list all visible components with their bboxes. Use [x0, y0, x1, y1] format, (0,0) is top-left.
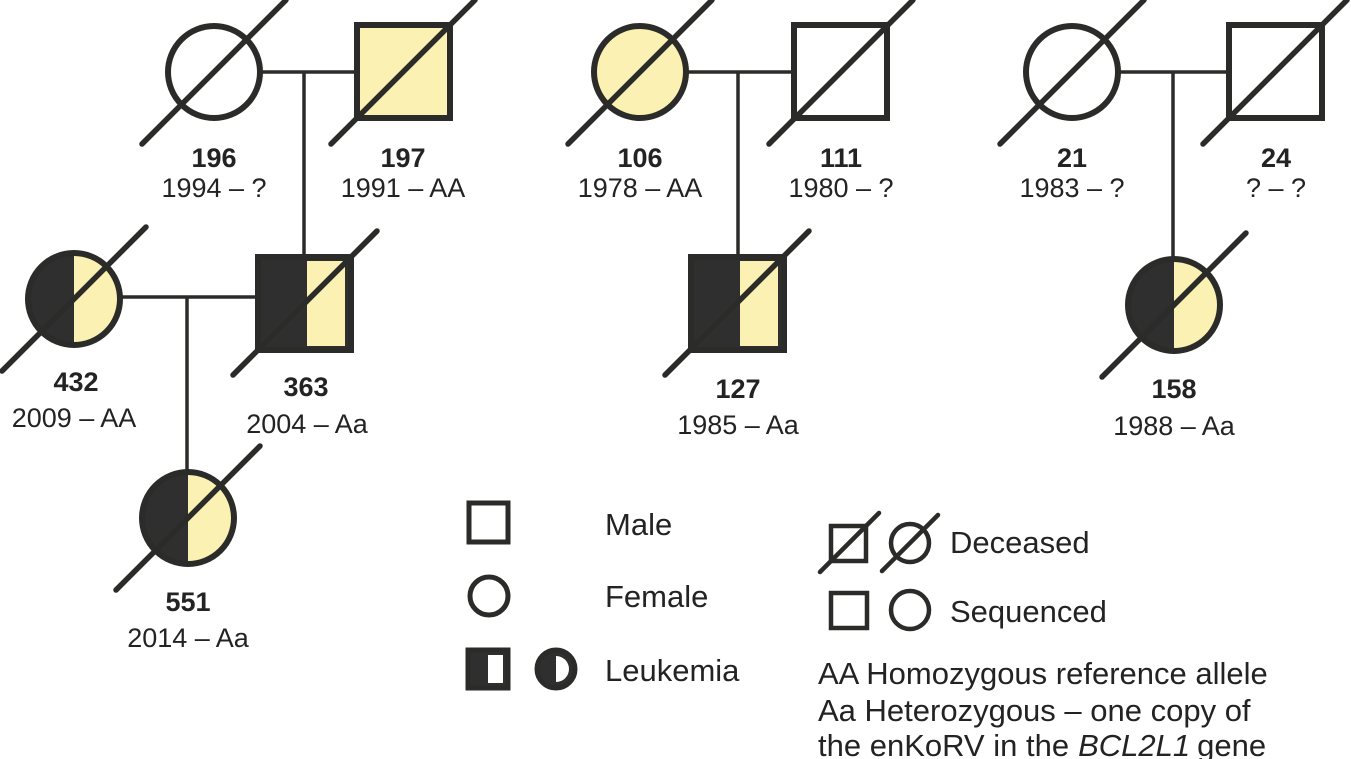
deceased-slash	[997, 0, 1147, 147]
gene-name: BCL2L1	[1078, 728, 1190, 759]
leukemia-square-outline	[465, 647, 511, 691]
deceased-slash	[766, 0, 916, 147]
legend-deceased: Deceased	[817, 510, 1090, 575]
individual-life: 1994 – ?	[161, 173, 266, 203]
individual-158: 158 1988 – Aa	[1099, 230, 1249, 441]
deceased-slash	[328, 0, 478, 147]
legend-female-label: Female	[605, 579, 708, 614]
individual-196: 196 1994 – ?	[139, 0, 289, 203]
female-symbol	[25, 250, 123, 348]
individual-111: 111 1980 – ?	[766, 0, 916, 203]
deceased-slash	[1099, 230, 1249, 380]
female-symbol	[1125, 256, 1223, 354]
individual-21: 21 1983 – ?	[997, 0, 1147, 203]
legend-deceased-label: Deceased	[950, 525, 1090, 560]
individual-id: 432	[53, 367, 98, 397]
individual-id: 24	[1261, 143, 1291, 173]
individual-life: 2014 – Aa	[127, 623, 250, 653]
deceased-square-icon	[828, 523, 869, 564]
genotype-line-2: Aa Heterozygous – one copy of	[818, 693, 1251, 728]
male-symbol	[255, 254, 354, 353]
genotype-key: AA Homozygous reference allele Aa Hetero…	[818, 656, 1268, 759]
legend-sequenced: Sequenced	[828, 588, 1107, 632]
legend-female: Female	[467, 574, 708, 618]
individual-id: 197	[380, 143, 425, 173]
legend-male: Male	[466, 500, 672, 545]
individual-id: 127	[715, 374, 760, 404]
deceased-slash	[565, 0, 715, 147]
individual-id: 111	[820, 143, 862, 173]
individual-life: 1978 – AA	[578, 173, 703, 203]
family-3: 21 1983 – ? 24 ? – ? 158 1988 – Aa	[997, 0, 1350, 441]
legend-male-label: Male	[605, 507, 672, 542]
individual-432: 432 2009 – AA	[0, 224, 149, 433]
individual-363: 363 2004 – Aa	[230, 228, 380, 439]
genotype-line-3-suffix: gene	[1197, 728, 1266, 759]
deceased-slash	[113, 443, 263, 593]
individual-life: 1988 – Aa	[1113, 411, 1236, 441]
individual-106: 106 1978 – AA	[565, 0, 715, 203]
individual-551: 551 2014 – Aa	[113, 443, 263, 653]
legend-leukemia: Leukemia	[465, 647, 740, 691]
legend-leukemia-label: Leukemia	[605, 653, 740, 688]
legend-sequenced-label: Sequenced	[950, 594, 1107, 629]
male-symbol-icon	[466, 500, 511, 545]
deceased-slash-icon	[817, 510, 882, 575]
leukemia-fill	[28, 253, 74, 345]
individual-127: 127 1985 – Aa	[662, 228, 812, 440]
deceased-circle-icon	[888, 521, 932, 565]
individual-life: 1983 – ?	[1019, 173, 1124, 203]
sequenced-square-icon	[828, 590, 870, 631]
individual-life: 1991 – AA	[341, 173, 466, 203]
individual-24: 24 ? – ?	[1200, 0, 1350, 203]
individual-id: 363	[283, 372, 328, 402]
family-1: 196 1994 – ? 197 1991 – AA 432 2009 – AA…	[0, 0, 478, 653]
sequenced-fill	[740, 261, 778, 346]
female-symbol-icon	[467, 574, 511, 618]
sequenced-fill	[307, 261, 345, 346]
leukemia-fill	[142, 472, 188, 564]
individual-id: 21	[1057, 143, 1087, 173]
legend: Male Female Leukemia Deceased Sequen	[465, 500, 1268, 759]
genotype-line-3-prefix: the enKoRV in the	[818, 728, 1069, 759]
sequenced-circle-icon	[888, 588, 932, 632]
leukemia-circle-outline	[534, 647, 578, 691]
genotype-line-3: the enKoRV in the BCL2L1 gene	[818, 728, 1266, 759]
individual-life: ? – ?	[1246, 173, 1306, 203]
deceased-slash	[139, 0, 289, 147]
deceased-slash	[230, 228, 380, 378]
male-symbol	[688, 254, 787, 353]
individual-id: 158	[1151, 374, 1196, 404]
individual-197: 197 1991 – AA	[328, 0, 478, 203]
individual-life: 2004 – Aa	[246, 409, 369, 439]
family-2: 106 1978 – AA 111 1980 – ? 127 1985 – Aa	[565, 0, 916, 440]
individual-life: 1985 – Aa	[677, 410, 800, 440]
deceased-slash	[0, 224, 149, 374]
individual-id: 106	[617, 143, 662, 173]
individual-id: 196	[191, 143, 236, 173]
leukemia-fill	[1128, 259, 1174, 351]
leukemia-square-fill	[488, 655, 503, 683]
female-symbol	[139, 469, 237, 567]
deceased-slash-icon	[879, 512, 941, 574]
genotype-line-1: AA Homozygous reference allele	[818, 656, 1268, 691]
individual-life: 2009 – AA	[12, 403, 137, 433]
deceased-slash	[1200, 0, 1350, 147]
leukemia-circle-fill	[556, 656, 569, 682]
individual-life: 1980 – ?	[788, 173, 893, 203]
individual-id: 551	[165, 587, 210, 617]
deceased-slash	[662, 228, 812, 378]
